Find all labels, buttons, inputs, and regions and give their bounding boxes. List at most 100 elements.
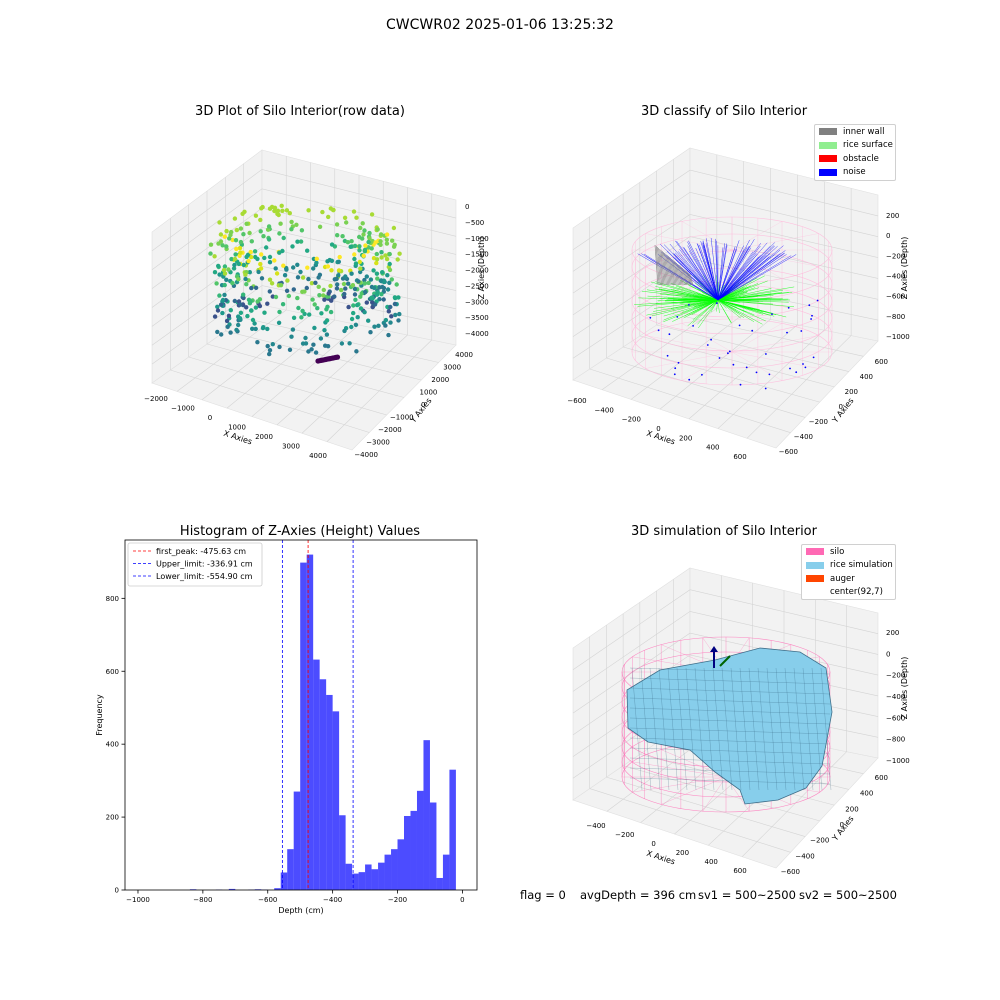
center-arrow-icon (710, 646, 718, 652)
z-tick-label: −600 (886, 714, 905, 722)
noise-point (657, 329, 660, 332)
data-point (352, 286, 358, 292)
data-point (347, 341, 352, 346)
data-point (357, 248, 362, 253)
histogram-bar (397, 839, 405, 890)
data-point (299, 315, 304, 320)
data-point (261, 234, 266, 239)
data-point (265, 343, 270, 349)
data-point (381, 285, 387, 291)
histogram-bar (436, 877, 443, 890)
data-point (247, 301, 253, 306)
mesh-line (629, 697, 831, 705)
data-point (267, 260, 273, 265)
data-point (388, 304, 393, 310)
data-point (253, 213, 259, 218)
data-point (287, 211, 292, 216)
histogram-bar (365, 864, 372, 890)
y-tick-label: 600 (875, 774, 888, 782)
inner-wall-ray (682, 267, 686, 286)
simulation-plot-title: 3D simulation of Silo Interior (631, 524, 817, 539)
data-point (218, 302, 224, 307)
data-point (266, 237, 272, 242)
mesh-line (784, 667, 796, 791)
rice-surface-ray (717, 299, 770, 316)
x-tick-label: −600 (258, 896, 277, 904)
data-point (348, 244, 353, 249)
legend-box (127, 542, 263, 587)
silo-spoke (731, 249, 783, 279)
silo-spoke (731, 351, 783, 381)
noise-ray (717, 251, 754, 301)
noise-point (673, 373, 676, 376)
noise-point (812, 356, 815, 359)
data-point (291, 287, 296, 292)
z-axis-label: Z Axies (Depth) (900, 237, 909, 300)
gridline (572, 191, 879, 272)
histogram-bar (319, 679, 327, 890)
z-tick-label: −1000 (886, 757, 910, 765)
histogram-bar (416, 790, 424, 890)
data-point (253, 305, 259, 310)
data-point (215, 304, 220, 309)
histogram-bar (339, 815, 346, 890)
data-point (232, 216, 238, 221)
rice-surface-ray (717, 299, 732, 324)
data-point (311, 266, 316, 271)
data-point (317, 224, 323, 229)
histogram-bar (378, 862, 385, 890)
data-point (208, 251, 213, 256)
data-point (250, 326, 255, 331)
data-point (342, 328, 347, 334)
rice-surface-ray (717, 298, 783, 301)
data-point (309, 347, 314, 352)
data-point (386, 332, 391, 338)
histogram-bar (429, 802, 437, 890)
rice-surface-ray (707, 299, 719, 309)
data-point (258, 217, 263, 223)
data-point (366, 280, 371, 286)
mesh-line (685, 667, 697, 791)
x-tick-label: 600 (733, 453, 746, 461)
silo-spoke (731, 221, 783, 251)
data-point (367, 230, 372, 236)
noise-ray (717, 243, 726, 301)
data-point (300, 308, 305, 314)
data-point (324, 332, 330, 337)
data-point (371, 268, 376, 273)
data-point (217, 293, 222, 298)
x-tick-label: 400 (705, 858, 718, 866)
mesh-line (629, 757, 831, 765)
data-point (344, 220, 349, 225)
noise-ray (717, 256, 770, 301)
data-point (238, 239, 244, 245)
data-point (358, 269, 363, 275)
mesh-line (629, 777, 831, 785)
y-tick-label: 2000 (431, 376, 449, 384)
inner-wall-ray (685, 270, 690, 286)
histogram-bar (384, 854, 392, 890)
data-point (259, 276, 265, 281)
rice-surface-ray (717, 299, 795, 308)
gridline (656, 324, 849, 372)
mesh-line (694, 667, 706, 791)
mesh-line (730, 667, 742, 791)
data-point (352, 256, 357, 262)
data-point (296, 305, 301, 311)
data-point (247, 230, 252, 236)
data-point (390, 238, 395, 243)
histogram-bar (274, 888, 281, 890)
silo-spoke (702, 776, 727, 812)
silo-spoke (731, 323, 783, 353)
data-point (272, 258, 277, 263)
data-point (358, 266, 363, 271)
data-point (230, 280, 235, 286)
data-point (228, 308, 233, 313)
data-point (322, 297, 327, 302)
data-point (318, 336, 324, 341)
data-point (383, 323, 388, 328)
data-point (361, 232, 366, 237)
data-point (377, 297, 382, 302)
data-point (387, 251, 392, 257)
